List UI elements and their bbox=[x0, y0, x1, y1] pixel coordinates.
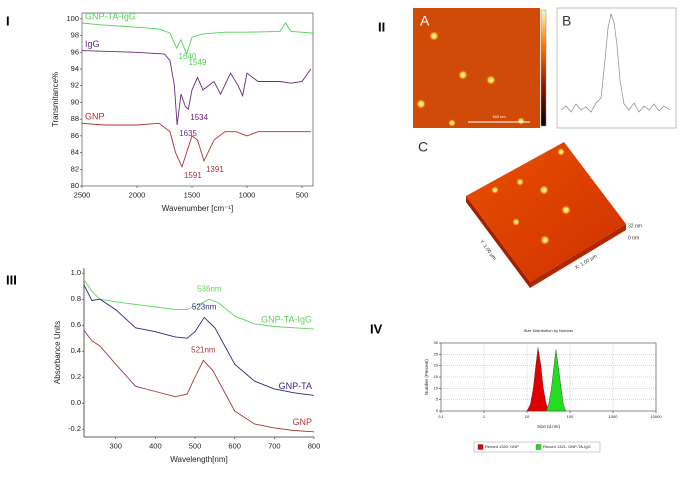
y-tick-label: 90 bbox=[71, 97, 79, 106]
height-profile: B bbox=[556, 7, 677, 129]
legend-frame bbox=[473, 441, 601, 453]
scale-bar-label: 160 nm bbox=[492, 114, 506, 119]
y-tick-label: 80 bbox=[71, 181, 79, 190]
line bbox=[81, 50, 312, 126]
peak-label: 1635 bbox=[179, 129, 197, 138]
y-tick-label: 98 bbox=[71, 31, 79, 40]
peak-label: 1549 bbox=[189, 58, 207, 67]
peak-label: 1640 bbox=[179, 52, 197, 61]
x-tick-label: 1500 bbox=[184, 190, 201, 199]
line bbox=[83, 279, 315, 330]
peak-label: 1391 bbox=[206, 165, 224, 174]
y-tick-label: 0.0 bbox=[71, 398, 81, 407]
chart-title: Size Distribution by Number bbox=[524, 328, 574, 333]
y-tick-label: 10 bbox=[434, 385, 439, 390]
plot-frame bbox=[81, 12, 314, 187]
image-label: B bbox=[562, 13, 571, 29]
y-axis-label: Absorbance Units bbox=[53, 321, 62, 384]
panel-label: II bbox=[378, 19, 385, 34]
y-tick-label: 94 bbox=[71, 64, 79, 73]
y-axis-label: Y: 1.00 µm bbox=[478, 239, 497, 262]
x-tick-label: 700 bbox=[268, 441, 281, 450]
x-tick-label: 10000 bbox=[650, 414, 662, 419]
x-tick-label: 1000 bbox=[609, 414, 619, 419]
line bbox=[83, 284, 315, 396]
y-tick-label: 84 bbox=[71, 148, 79, 157]
peak-label: 521nm bbox=[191, 345, 216, 354]
x-tick-label: 400 bbox=[149, 441, 162, 450]
legend-swatch bbox=[535, 444, 542, 450]
x-tick-label: 800 bbox=[308, 441, 321, 450]
y-tick-label: 15 bbox=[434, 374, 439, 379]
x-tick-label: 600 bbox=[228, 441, 241, 450]
series-label: GNP-TA-IgG bbox=[261, 314, 312, 324]
legend-swatch bbox=[477, 444, 484, 450]
x-tick-label: 300 bbox=[109, 441, 122, 450]
series-label: GNP-TA bbox=[279, 381, 312, 391]
image-label: C bbox=[418, 139, 428, 155]
line bbox=[81, 122, 311, 169]
panel-label: IV bbox=[370, 321, 383, 336]
legend-label: Record 1321: GNP-TA-IgG bbox=[543, 444, 591, 449]
afm-image: A 160 nm bbox=[413, 8, 547, 128]
y-tick-label: 5 bbox=[436, 397, 439, 402]
x-tick-label: 1000 bbox=[239, 190, 256, 199]
peak-label: 523nm bbox=[192, 303, 217, 312]
y-tick-label: 0.6 bbox=[71, 320, 81, 329]
y-axis-label: Transmitance% bbox=[51, 72, 60, 127]
peak-label: 536nm bbox=[197, 284, 222, 293]
y-tick-label: 86 bbox=[71, 131, 79, 140]
z-axis-label: 32 nm bbox=[628, 223, 642, 229]
peak-label: 1591 bbox=[184, 171, 202, 180]
y-tick-label: 0.8 bbox=[71, 294, 81, 303]
series-label: GNP bbox=[292, 417, 312, 427]
series-label: GNP-TA-IgG bbox=[85, 11, 136, 21]
z-axis-label: 0 nm bbox=[628, 235, 639, 241]
y-tick-label: 1.0 bbox=[71, 268, 81, 277]
x-tick-label: 500 bbox=[296, 190, 309, 199]
y-tick-label: 0.4 bbox=[71, 346, 81, 355]
x-axis-label: Size (d.nm) bbox=[537, 424, 561, 429]
y-tick-label: 100 bbox=[66, 14, 79, 23]
peak-label: 1534 bbox=[190, 113, 208, 122]
x-axis-label: Wavelength[nm] bbox=[170, 455, 228, 464]
y-tick-label: 82 bbox=[71, 164, 79, 173]
series-label: GNP bbox=[85, 112, 105, 122]
panel-label: III bbox=[6, 272, 17, 287]
y-tick-label: 25 bbox=[434, 351, 439, 356]
image-label: A bbox=[420, 13, 430, 29]
afm-3d-image: C 32 nm 0 nm Y: 1.00 µm X: 1.00 µm bbox=[418, 139, 642, 288]
x-axis-label: Wavenumber [cm⁻¹] bbox=[162, 204, 234, 213]
series-label: IgG bbox=[85, 39, 100, 49]
area bbox=[545, 349, 567, 412]
y-tick-label: -0.2 bbox=[68, 424, 81, 433]
line bbox=[83, 330, 315, 433]
x-tick-label: 10 bbox=[525, 414, 530, 419]
y-tick-label: 20 bbox=[434, 363, 439, 368]
x-tick-label: 2000 bbox=[129, 190, 146, 199]
x-tick-label: 1 bbox=[483, 414, 486, 419]
y-tick-label: 96 bbox=[71, 47, 79, 56]
x-tick-label: 100 bbox=[567, 414, 574, 419]
y-tick-label: 92 bbox=[71, 81, 79, 90]
x-tick-label: 0.1 bbox=[438, 414, 444, 419]
y-tick-label: 30 bbox=[434, 340, 439, 345]
x-tick-label: 500 bbox=[189, 441, 202, 450]
plot-frame bbox=[440, 342, 657, 412]
legend-label: Record 1320: GNP bbox=[485, 444, 519, 449]
line bbox=[81, 22, 314, 56]
y-tick-label: 0 bbox=[436, 408, 439, 413]
y-axis-label: Number (Percent) bbox=[424, 359, 429, 395]
y-tick-label: 0.2 bbox=[71, 372, 81, 381]
x-tick-label: 2500 bbox=[74, 190, 91, 199]
panel-label: I bbox=[6, 13, 10, 28]
y-tick-label: 88 bbox=[71, 114, 79, 123]
